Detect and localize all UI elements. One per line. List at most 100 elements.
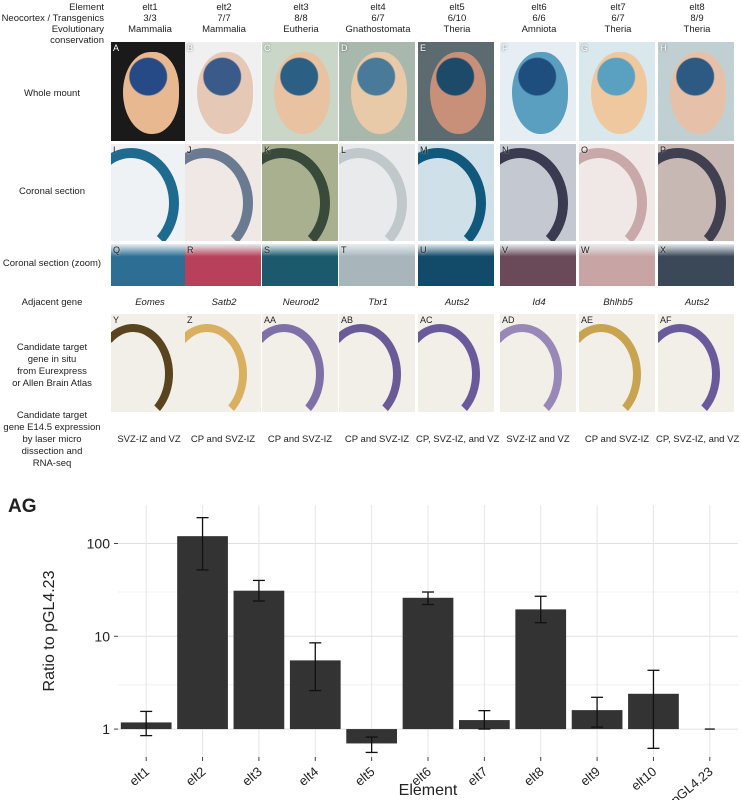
panel-letter: Q xyxy=(113,245,121,255)
adjacent-gene-name: Eomes xyxy=(135,297,165,308)
rnaseq-line: RNA-seq xyxy=(32,458,72,469)
in-situ-arc xyxy=(185,324,247,412)
in-situ-panel: AE xyxy=(579,314,655,412)
coronal-zoom-panel: Q xyxy=(111,244,187,286)
coronal-section-panel: M xyxy=(418,144,494,241)
panel-letter: AA xyxy=(264,315,277,325)
coronal-zoom-panel: R xyxy=(185,244,261,286)
panel-letter: P xyxy=(660,145,667,155)
y-tick-label: 10 xyxy=(94,628,110,644)
in-situ-panel: AC xyxy=(418,314,494,412)
column-transgenics: 6/6 xyxy=(532,13,546,24)
embryo-image xyxy=(197,52,253,134)
panel-letter: T xyxy=(341,245,347,255)
row-label-whole-mount: Whole mount xyxy=(24,88,80,99)
expression-layer-text: CP, SVZ-IZ, and VZ xyxy=(656,434,740,445)
column-transgenics: 8/8 xyxy=(294,13,308,24)
expression-layer-text: CP and SVZ-IZ xyxy=(267,434,333,445)
row-label-in-situ: Candidate target gene in situ from Eurex… xyxy=(0,342,104,390)
panel-letter: K xyxy=(264,145,271,155)
row-label-coronal-zoom: Coronal section (zoom) xyxy=(2,258,102,269)
coronal-section-panel: N xyxy=(500,144,576,241)
whole-mount-panel: D xyxy=(339,42,415,141)
row-label-rnaseq: Candidate target gene E14.5 expression b… xyxy=(0,410,104,470)
whole-mount-panel: B xyxy=(185,42,261,141)
column-conservation: Amniota xyxy=(521,24,557,35)
row-label-adjacent-gene: Adjacent gene xyxy=(21,297,83,308)
panel-letter: AD xyxy=(502,315,515,325)
coronal-section-panel: O xyxy=(579,144,655,241)
header-label-transgenics: Neocortex / Transgenics xyxy=(1,13,104,24)
in-situ-arc xyxy=(658,324,720,412)
x-tick-label: elt4 xyxy=(295,764,321,789)
x-tick-label: pGL4.23 xyxy=(668,764,716,800)
column-transgenics: 6/10 xyxy=(447,13,467,24)
header-label-conservation: Evolutionary conservation xyxy=(50,24,104,46)
column-element-name: elt4 xyxy=(370,2,386,13)
in-situ-panel: AF xyxy=(658,314,734,412)
y-tick-label: 100 xyxy=(87,536,111,552)
in-situ-line: Candidate target xyxy=(16,342,88,353)
coronal-zoom-panel: U xyxy=(418,244,494,286)
in-situ-arc xyxy=(500,324,562,412)
in-situ-line: gene in situ xyxy=(27,354,77,365)
in-situ-line: or Allen Brain Atlas xyxy=(12,378,92,389)
coronal-zoom-panel: S xyxy=(262,244,338,286)
x-tick-label: elt3 xyxy=(239,764,265,789)
x-tick-label: elt5 xyxy=(352,764,378,789)
adjacent-gene-name: Tbr1 xyxy=(368,297,388,308)
coronal-section-panel: P xyxy=(658,144,734,241)
bar xyxy=(233,590,285,730)
in-situ-arc xyxy=(579,324,641,412)
in-situ-arc xyxy=(262,324,324,412)
cortex-arc xyxy=(579,148,647,241)
panel-letter: M xyxy=(420,145,428,155)
panel-letter: AF xyxy=(660,315,672,325)
column-element-name: elt3 xyxy=(293,2,309,13)
whole-mount-panel: A xyxy=(111,42,187,141)
coronal-zoom-panel: W xyxy=(579,244,655,286)
rnaseq-line: by laser micro xyxy=(22,434,82,445)
in-situ-panel: Z xyxy=(185,314,261,412)
panel-letter: F xyxy=(502,43,508,53)
coronal-zoom-panel: X xyxy=(658,244,734,286)
y-tick-label: 1 xyxy=(102,721,110,737)
panel-letter: AB xyxy=(341,315,354,325)
coronal-zoom-panel: V xyxy=(500,244,576,286)
expression-layer-text: SVZ-IZ and VZ xyxy=(117,434,181,445)
column-transgenics: 3/3 xyxy=(143,13,157,24)
column-conservation: Eutheria xyxy=(283,24,319,35)
embryo-image xyxy=(274,52,330,134)
y-axis-title: Ratio to pGL4.23 xyxy=(41,570,58,691)
in-situ-arc xyxy=(339,324,401,412)
rnaseq-line: dissection and xyxy=(21,446,83,457)
panel-letter: I xyxy=(113,145,116,155)
expression-layer-text: CP, SVZ-IZ, and VZ xyxy=(416,434,500,445)
x-tick-label: elt2 xyxy=(183,764,209,789)
column-transgenics: 7/7 xyxy=(217,13,231,24)
cortex-arc xyxy=(111,148,179,241)
whole-mount-panel: E xyxy=(418,42,494,141)
panel-letter: N xyxy=(502,145,509,155)
in-situ-arc xyxy=(111,324,173,412)
panel-letter: AE xyxy=(581,315,594,325)
panel-letter: V xyxy=(502,245,509,255)
panel-letter: W xyxy=(581,245,590,255)
cortex-arc xyxy=(418,148,486,241)
adjacent-gene-name: Auts2 xyxy=(444,297,470,308)
coronal-section-panel: K xyxy=(262,144,338,241)
bar xyxy=(346,729,397,744)
column-transgenics: 6/7 xyxy=(611,13,625,24)
cortex-arc xyxy=(262,148,330,241)
panel-letter: Y xyxy=(113,315,120,325)
adjacent-gene-name: Id4 xyxy=(532,297,546,308)
in-situ-panel: AA xyxy=(262,314,338,412)
column-element-name: elt2 xyxy=(216,2,232,13)
expression-layer-text: CP and SVZ-IZ xyxy=(584,434,650,445)
panel-letter: D xyxy=(341,43,348,53)
expression-layer-text: CP and SVZ-IZ xyxy=(190,434,256,445)
panel-letter: C xyxy=(264,43,271,53)
x-tick-label: elt9 xyxy=(577,764,603,789)
in-situ-panel: Y xyxy=(111,314,187,412)
panel-letter: G xyxy=(581,43,589,53)
